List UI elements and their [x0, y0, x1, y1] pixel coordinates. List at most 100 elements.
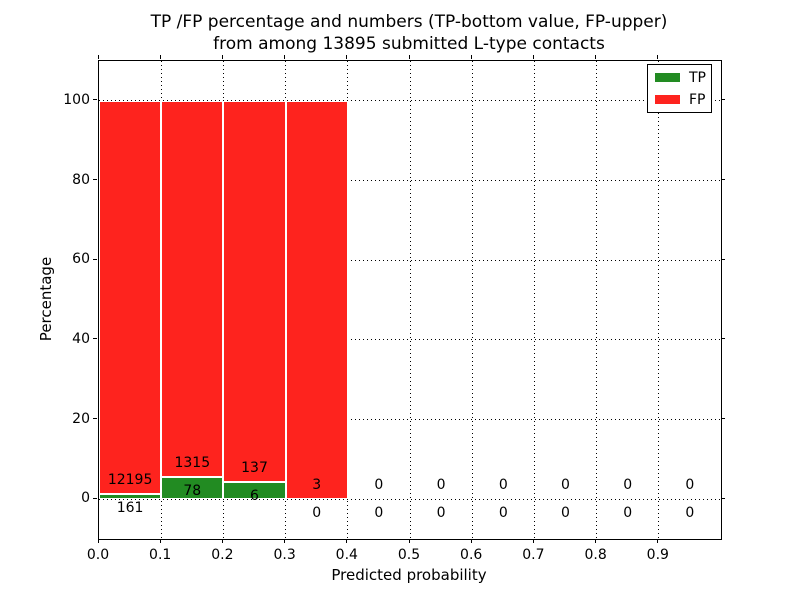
tp-count-label: 0	[561, 505, 570, 522]
x-tick-top	[159, 55, 161, 59]
x-tick-top	[346, 55, 348, 59]
y-tick-label: 20	[72, 410, 90, 427]
tp-count-label: 6	[250, 488, 259, 505]
y-tick-right	[721, 338, 725, 340]
x-tick-top	[97, 55, 99, 59]
fp-count-label: 0	[561, 477, 570, 494]
y-tick-left	[93, 258, 97, 260]
x-tick-label: 0.8	[584, 547, 607, 563]
bars-layer	[99, 61, 721, 539]
y-tick-label: 40	[72, 330, 90, 347]
gridline-vertical	[471, 61, 473, 539]
y-tick-label: 60	[72, 251, 90, 268]
gridline-horizontal	[99, 419, 721, 420]
fp-count-label: 0	[436, 477, 446, 494]
gridline-vertical	[533, 61, 535, 539]
tp-count-label: 78	[183, 482, 202, 499]
x-tick-top	[657, 55, 659, 59]
x-tick-top	[221, 55, 223, 59]
gridline-horizontal	[99, 259, 721, 261]
y-tick-left	[93, 497, 97, 499]
x-tick-label: 0.2	[211, 547, 234, 563]
tp-bar	[99, 493, 162, 500]
x-tick-bottom	[408, 539, 410, 543]
fp-count-label: 3	[312, 477, 322, 494]
y-axis-label: Percentage	[37, 256, 55, 342]
y-tick-left	[93, 418, 97, 419]
fp-count-label: 137	[241, 460, 268, 477]
tp-count-label: 0	[685, 505, 695, 522]
fp-bar	[223, 100, 286, 483]
x-tick-label: 0.9	[646, 547, 669, 563]
x-tick-label: 0.0	[86, 547, 110, 563]
gridline-vertical	[409, 61, 411, 539]
chart-title-line1: TP /FP percentage and numbers (TP-bottom…	[150, 12, 668, 32]
x-tick-top	[532, 55, 534, 59]
tp-bar	[161, 476, 224, 500]
fp-count-label: 0	[498, 477, 508, 494]
x-tick-top	[470, 55, 472, 59]
y-tick-right	[721, 258, 725, 260]
x-tick-top	[595, 55, 597, 59]
x-tick-label: 0.3	[273, 547, 296, 563]
x-tick-top	[284, 55, 286, 59]
tp-count-label: 0	[374, 505, 384, 522]
x-axis-label: Predicted probability	[331, 566, 487, 584]
y-tick-left	[93, 99, 97, 101]
y-tick-right	[721, 418, 725, 419]
y-tick-left	[93, 179, 97, 180]
fp-color-swatch	[655, 95, 680, 104]
y-tick-label: 0	[81, 490, 90, 507]
chart-title: TP /FP percentage and numbers (TP-bottom…	[98, 11, 720, 55]
gridline-horizontal	[99, 100, 721, 102]
y-tick-right	[721, 99, 725, 101]
gridline-horizontal	[99, 498, 721, 500]
x-tick-label: 0.6	[460, 547, 483, 563]
y-tick-right	[721, 179, 725, 180]
x-tick-label: 0.5	[397, 547, 421, 563]
tp-count-label: 0	[436, 505, 446, 522]
fp-bar	[161, 100, 224, 477]
gridline-vertical	[658, 61, 660, 539]
x-tick-bottom	[284, 539, 286, 543]
y-tick-left	[93, 338, 97, 340]
chart-title-line2: from among 13895 submitted L-type contac…	[213, 34, 605, 54]
gridline-horizontal	[99, 339, 721, 341]
tp-count-label: 0	[498, 505, 508, 522]
fp-count-label: 0	[685, 477, 695, 494]
tp-count-label: 161	[116, 499, 144, 516]
legend-item-tp: TP	[648, 69, 711, 87]
x-tick-bottom	[470, 539, 472, 543]
x-tick-bottom	[221, 539, 223, 543]
fp-count-label: 12195	[107, 472, 153, 489]
x-tick-bottom	[532, 539, 534, 543]
x-tick-bottom	[595, 539, 597, 543]
y-tick-right	[721, 497, 725, 499]
plot-area: 12195 161 1315 78 137 6 3 0 0 0 0 0 0 0 0 0 0 0 0 0 TP FP	[98, 60, 722, 540]
fp-count-label: 0	[623, 477, 633, 494]
gridline-horizontal	[99, 180, 721, 181]
x-tick-label: 0.7	[522, 547, 545, 563]
x-tick-top	[408, 55, 410, 59]
fp-count-label: 0	[374, 477, 384, 494]
y-tick-label: 80	[72, 171, 90, 188]
tp-count-label: 0	[312, 505, 322, 522]
x-tick-bottom	[97, 539, 99, 543]
x-tick-label: 0.1	[149, 547, 172, 563]
tp-color-swatch	[655, 73, 680, 82]
fp-bar	[285, 100, 348, 500]
x-tick-label: 0.4	[335, 547, 358, 563]
tp-count-label: 0	[623, 505, 633, 522]
legend-label-tp: TP	[689, 69, 706, 86]
x-tick-bottom	[159, 539, 161, 543]
x-tick-bottom	[346, 539, 348, 543]
y-tick-label: 100	[63, 91, 90, 108]
gridline-vertical	[347, 61, 349, 539]
gridline-vertical	[596, 61, 598, 539]
tp-bar	[223, 482, 286, 500]
legend: TP FP	[647, 64, 712, 113]
bar-count-labels-layer: 12195 161 1315 78 137 6 3 0 0 0 0 0 0 0 0 0 0 0 0 0	[99, 61, 721, 539]
legend-item-fp: FP	[648, 91, 711, 109]
fp-count-label: 1315	[174, 454, 211, 471]
